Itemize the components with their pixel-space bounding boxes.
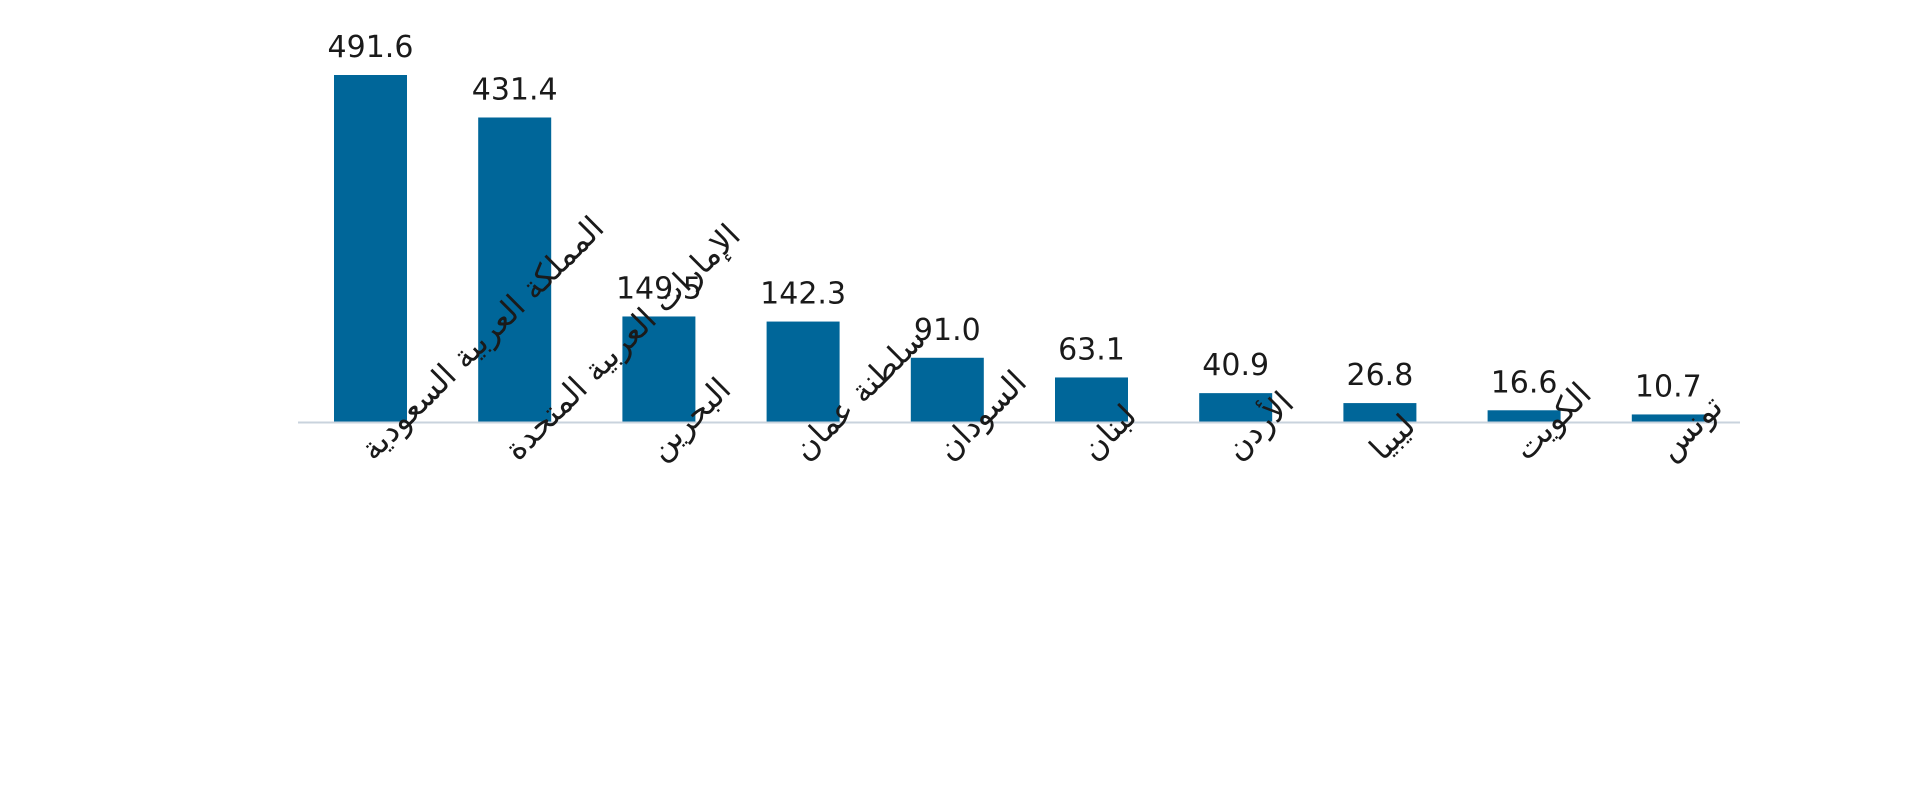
data-label: 142.3 bbox=[760, 277, 846, 312]
data-label: 431.4 bbox=[472, 72, 558, 107]
data-label: 10.7 bbox=[1635, 369, 1702, 404]
bar bbox=[766, 321, 840, 422]
bar bbox=[334, 75, 407, 422]
data-label: 63.1 bbox=[1058, 332, 1125, 367]
data-label: 149.5 bbox=[616, 271, 702, 306]
value-labels-layer: 491.6 431.4 149.5 142.3 91.0 63.1 40.9 26.8 16.6… bbox=[328, 30, 1702, 404]
data-label: 91.0 bbox=[914, 313, 981, 348]
bar bbox=[478, 117, 552, 422]
bar bbox=[910, 357, 984, 422]
data-label: 40.9 bbox=[1202, 348, 1269, 383]
data-label: 16.6 bbox=[1491, 365, 1558, 400]
data-label: 26.8 bbox=[1347, 358, 1414, 393]
bar bbox=[1199, 393, 1273, 422]
bar bbox=[1487, 410, 1561, 422]
bar bbox=[622, 316, 696, 422]
bar bbox=[1343, 403, 1417, 422]
bar bbox=[1631, 414, 1705, 422]
bar bbox=[1055, 377, 1128, 422]
data-label: 491.6 bbox=[328, 30, 414, 65]
bars-layer bbox=[334, 75, 1705, 422]
